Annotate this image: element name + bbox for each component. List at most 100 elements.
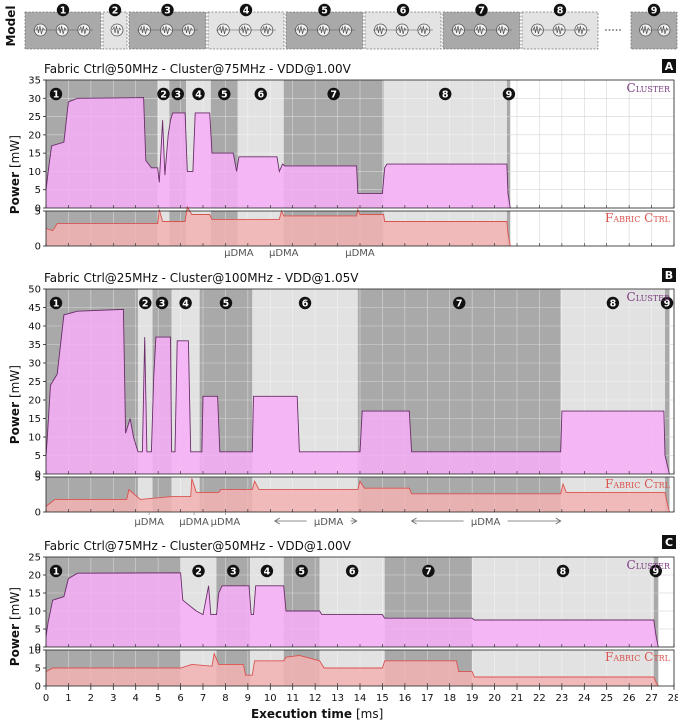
phase-badge-label: 6	[257, 90, 264, 101]
y-tick-label: 20	[28, 571, 41, 582]
phase-badge-9: 9	[502, 87, 516, 101]
phase-badge-label: 7	[330, 90, 337, 101]
y-tick-label-fabric: 0	[35, 242, 41, 253]
model-phase-badge: 6	[396, 3, 410, 17]
y-tick-label-fabric: 5	[35, 207, 41, 218]
badge-label: 3	[164, 6, 171, 17]
fabric-power-line	[45, 652, 659, 687]
x-tick-label: 21	[511, 693, 524, 704]
phase-badge-7: 7	[453, 296, 466, 310]
udma-label: μDMA	[314, 517, 344, 528]
phase-badge-circle	[327, 87, 340, 101]
phase-badge-label: 9	[653, 567, 660, 578]
phase-badge-2: 2	[192, 564, 205, 578]
badge-circle	[475, 3, 488, 17]
phase-badge-7: 7	[422, 564, 435, 578]
phase-band-fabric-9	[653, 650, 659, 686]
phase-badge-label: 8	[610, 299, 617, 310]
phase-badge-2: 2	[157, 87, 170, 101]
y-tick-label: 25	[28, 553, 41, 564]
udma-annotation: μDMA	[179, 512, 209, 528]
phase-badge-label: 6	[349, 567, 356, 578]
phase-badge-circle	[49, 87, 63, 101]
model-phase-badge: 1	[56, 3, 70, 17]
badge-circle	[161, 3, 174, 17]
y-tick-label: 15	[28, 589, 41, 600]
svg-text:Power: Power	[8, 172, 22, 214]
phase-badge-label: 7	[456, 299, 463, 310]
y-tick-label: 10	[28, 167, 41, 178]
panel-c: Fabric Ctrl@75MHz - Cluster@50MHz - VDD@…	[28, 535, 676, 693]
phase-badge-circle	[49, 564, 63, 578]
badge-label: 8	[557, 6, 564, 17]
x-tick-label: 22	[533, 693, 546, 704]
phase-badge-circle	[298, 296, 312, 310]
model-phase-badge: 2	[108, 3, 122, 17]
y-tick-label: 35	[28, 76, 41, 87]
y-tick-label: 5	[35, 451, 41, 462]
phase-shading	[46, 289, 670, 512]
phase-badge-circle	[453, 296, 466, 310]
x-tick-label: 26	[623, 693, 636, 704]
phase-badge-9: 9	[649, 564, 663, 578]
model-phase-8: 8	[521, 3, 599, 50]
phase-badge-label: 9	[664, 299, 671, 310]
y-tick-label: 25	[28, 112, 41, 123]
panel-letter-text: C	[665, 536, 673, 549]
x-tick-label: 4	[133, 693, 139, 704]
phase-badge-3: 3	[171, 87, 184, 101]
phase-badge-7: 7	[327, 87, 340, 101]
badge-label: 7	[478, 6, 485, 17]
panel-letter-box	[662, 268, 676, 282]
y-tick-label-fabric: 0	[35, 508, 41, 519]
phase-badge-circle	[439, 87, 452, 101]
udma-annotation: μDMA	[269, 248, 299, 259]
phase-badge-label: 5	[221, 90, 228, 101]
panel-title: Fabric Ctrl@75MHz - Cluster@50MHz - VDD@…	[44, 539, 352, 553]
model-phase-badge: 5	[318, 3, 331, 17]
x-tick-label: 20	[488, 693, 501, 704]
cluster-power-line	[45, 97, 511, 209]
phase-badge-circle	[556, 564, 570, 578]
phase-badge-label: 2	[142, 299, 149, 310]
model-strip: 1 2 3 4 5 6 7 8 9	[24, 3, 678, 50]
badge-label: 5	[321, 6, 328, 17]
phase-badge-circle	[218, 87, 231, 101]
x-axis: 0 1 2 3 4 5 6 7 8 9 10 11 12 13 14 15 16 17 18 19 20 21 22 23 24…	[43, 686, 678, 704]
svg-text:Power: Power	[8, 402, 22, 444]
x-tick-label: 19	[466, 693, 479, 704]
model-phase-badge: 8	[553, 3, 567, 17]
badge-circle	[318, 3, 331, 17]
phase-badge-label: 9	[506, 90, 513, 101]
grid-empty	[669, 288, 675, 512]
udma-annotation: μDMA	[134, 512, 164, 528]
cluster-power-line	[45, 572, 659, 648]
phase-badge-8: 8	[606, 296, 620, 310]
phase-badge-label: 8	[560, 567, 567, 578]
phase-badge-circle	[345, 564, 359, 578]
phase-badge-circle	[227, 564, 240, 578]
phase-badge-circle	[649, 564, 663, 578]
panel-letter-text: A	[665, 60, 674, 73]
x-tick-label: 9	[245, 693, 251, 704]
phase-badge-label: 7	[425, 567, 432, 578]
y-tick-label: 20	[28, 130, 41, 141]
x-tick-label: 17	[421, 693, 434, 704]
phase-badge-label: 3	[230, 567, 237, 578]
model-phase-badge: 3	[161, 3, 174, 17]
cluster-series-label: Cluster	[627, 558, 671, 572]
udma-arrowhead	[410, 517, 417, 525]
phase-badge-label: 2	[195, 567, 202, 578]
model-label: Model	[4, 5, 18, 46]
y-tick-label: 15	[28, 414, 41, 425]
model-step-icon	[110, 23, 124, 37]
model-phase-badge: 4	[239, 3, 253, 17]
phase-badge-1: 1	[49, 296, 63, 310]
phase-badge-circle	[606, 296, 620, 310]
grid-empty	[658, 556, 675, 686]
y-tick-label: 30	[28, 94, 41, 105]
x-tick-label: 28	[668, 693, 678, 704]
y-tick-label: 0	[35, 643, 41, 654]
phase-badge-circle	[295, 564, 308, 578]
